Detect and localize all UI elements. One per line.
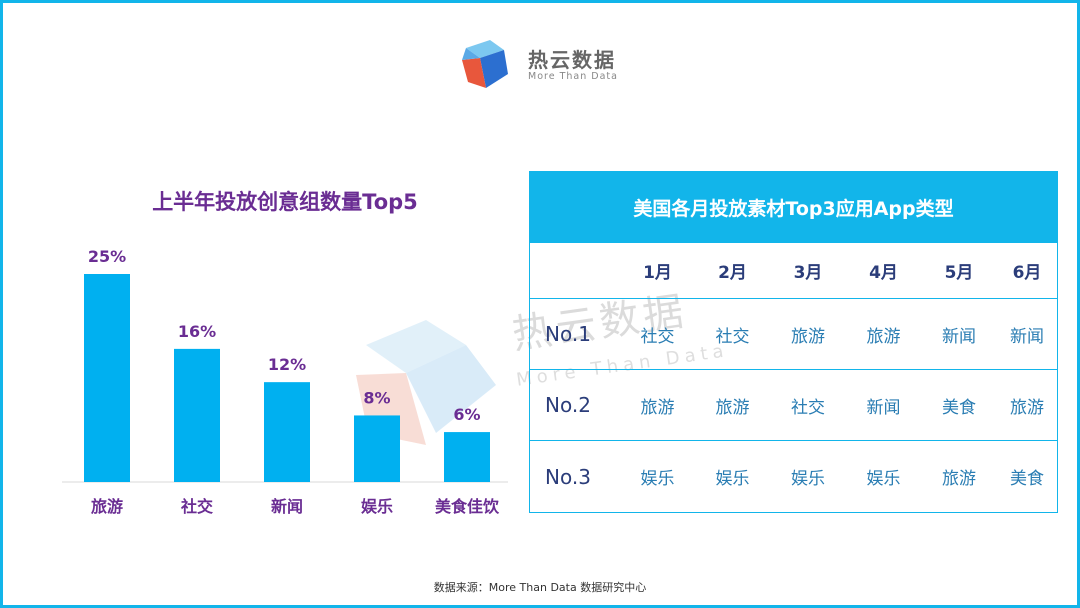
table-cell: 娱乐 [866, 469, 901, 489]
table-cell: 旅游 [1010, 397, 1044, 418]
table-header-cell: 3月 [793, 263, 823, 283]
x-tick-label: 美食佳饮 [435, 497, 500, 516]
x-tick-label: 旅游 [91, 497, 123, 516]
bar-chart: 25% 旅游 16% 社交 12% 新闻 8% 娱乐 6% 美食佳饮 [62, 247, 508, 516]
table-row: No.2 旅游 旅游 社交 新闻 美食 旅游 [530, 370, 1057, 441]
data-label: 25% [88, 247, 126, 266]
table-cell: 新闻 [866, 397, 901, 418]
data-label: 8% [363, 388, 390, 407]
table-cell: 旅游 [791, 326, 825, 347]
table-cell: 社交 [640, 326, 675, 347]
monthly-top3-table: 美国各月投放素材Top3应用App类型 1月 2月 3月 4月 5月 6月 No… [529, 171, 1058, 513]
brand-tagline: More Than Data [528, 71, 618, 82]
table-header-cell: 4月 [869, 263, 898, 283]
table-cell: 新闻 [1010, 326, 1044, 347]
bar [444, 432, 490, 482]
table-row: No.1 社交 社交 旅游 旅游 新闻 新闻 [530, 299, 1057, 370]
data-label: 16% [178, 322, 216, 341]
table-header-cell: 2月 [718, 263, 747, 283]
table-cell: 旅游 [866, 326, 901, 347]
table-cell: 娱乐 [640, 469, 675, 489]
table-title: 美国各月投放素材Top3应用App类型 [529, 171, 1058, 243]
rank-label: No.1 [545, 322, 591, 346]
rank-label: No.2 [545, 393, 591, 417]
x-tick-label: 新闻 [271, 497, 303, 516]
data-label: 6% [453, 405, 480, 424]
table-body: 1月 2月 3月 4月 5月 6月 No.1 社交 社交 旅游 旅游 新闻 新闻… [529, 243, 1058, 513]
table-cell: 美食 [1010, 469, 1044, 489]
x-tick-label: 社交 [180, 497, 213, 516]
bar [354, 415, 400, 482]
table-cell: 新闻 [942, 326, 976, 347]
x-tick-label: 娱乐 [361, 497, 393, 516]
data-label: 12% [268, 355, 306, 374]
table-header-cell: 6月 [1012, 263, 1042, 283]
table-cell: 旅游 [715, 397, 750, 418]
bar [174, 348, 220, 482]
logo-cube-icon [462, 40, 508, 88]
table-cell: 社交 [715, 326, 750, 347]
table-header-cell: 5月 [944, 263, 974, 283]
table-cell: 旅游 [640, 397, 675, 418]
table-row: No.3 娱乐 娱乐 娱乐 娱乐 旅游 美食 [530, 441, 1057, 512]
table-cell: 社交 [791, 397, 825, 418]
chart-title: 上半年投放创意组数量Top5 [152, 190, 418, 214]
table-cell: 娱乐 [791, 469, 825, 489]
table-header-row: 1月 2月 3月 4月 5月 6月 [530, 243, 1057, 299]
bar [264, 382, 310, 482]
table-cell: 美食 [942, 397, 976, 418]
table-header-cell: 1月 [643, 263, 672, 283]
brand-logo: 热云数据 More Than Data [462, 38, 632, 92]
table-cell: 旅游 [942, 469, 976, 489]
brand-name-cn: 热云数据 [528, 48, 616, 72]
data-source-note: 数据来源：More Than Data 数据研究中心 [433, 581, 647, 594]
rank-label: No.3 [545, 464, 591, 489]
bar [84, 274, 130, 482]
table-cell: 娱乐 [715, 469, 750, 489]
